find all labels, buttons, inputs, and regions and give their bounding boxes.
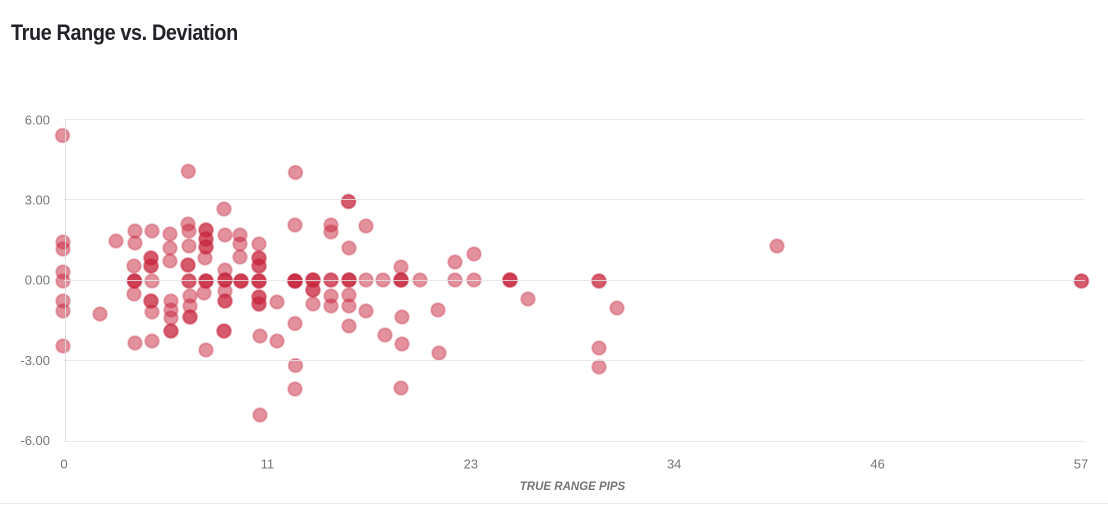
svg-text:46: 46 (870, 457, 884, 472)
svg-text:-3.00: -3.00 (20, 353, 50, 368)
svg-text:6.00: 6.00 (25, 112, 50, 127)
svg-text:-6.00: -6.00 (20, 433, 50, 448)
svg-text:0: 0 (60, 457, 67, 472)
svg-text:23: 23 (464, 457, 478, 472)
svg-text:34: 34 (667, 457, 681, 472)
svg-text:57: 57 (1074, 457, 1088, 472)
svg-text:0.00: 0.00 (25, 273, 50, 288)
svg-text:3.00: 3.00 (25, 193, 50, 208)
svg-text:11: 11 (261, 457, 275, 472)
svg-text:TRUE RANGE PIPS: TRUE RANGE PIPS (520, 481, 626, 493)
